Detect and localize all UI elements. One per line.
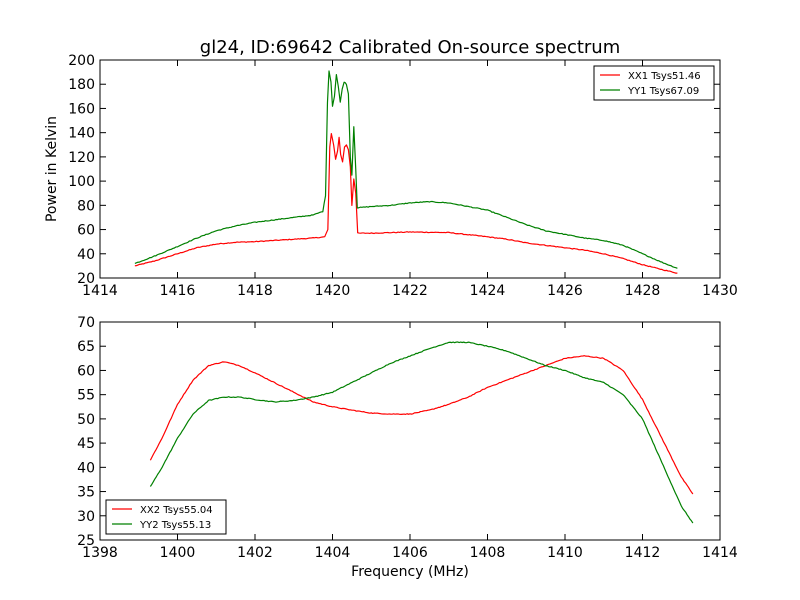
top-y-tick-label: 80 [77,198,95,214]
bottom-x-tick-label: 1398 [82,545,118,561]
top-x-tick-label: 1414 [82,283,118,299]
top-x-tick-label: 1420 [315,283,351,299]
top-x-tick-label: 1422 [392,283,428,299]
bottom-y-tick-label: 35 [77,485,95,501]
bottom-series-line-2 [149,341,694,524]
bottom-y-tick-label: 40 [77,460,95,476]
top-y-tick-label: 180 [68,77,95,93]
bottom-y-tick-label: 70 [77,315,95,331]
top-x-tick-label: 1424 [470,283,506,299]
top-y-tick-label: 140 [68,126,95,142]
bottom-axis-ticks: 1398 1400 1402 1404 1406 1408 1410 1412 1414 25 30… [77,315,738,561]
top-x-tick-label: 1416 [160,283,196,299]
x-axis-label: Frequency (MHz) [351,564,469,580]
top-x-tick-label: 1428 [625,283,661,299]
top-y-tick-label: 160 [68,101,95,117]
bottom-y-tick-label: 55 [77,388,95,404]
bottom-x-tick-label: 1410 [547,545,583,561]
bottom-legend-label-2: YY2 Tsys55.13 [139,520,211,531]
top-series-lines [134,70,678,274]
bottom-y-tick-label: 50 [77,412,95,428]
top-legend: XX1 Tsys51.46 YY1 Tsys67.09 [593,65,715,101]
top-legend-label-1: XX1 Tsys51.46 [628,71,701,82]
bottom-series-lines [149,341,694,524]
bottom-y-tick-label: 60 [77,363,95,379]
bottom-x-tick-label: 1412 [625,545,661,561]
top-y-tick-label: 120 [68,150,95,166]
top-y-tick-label: 20 [77,271,95,287]
top-x-tick-label: 1418 [237,283,273,299]
top-x-tick-label: 1430 [702,283,738,299]
top-y-tick-label: 60 [77,223,95,239]
bottom-x-tick-label: 1406 [392,545,428,561]
figure-title: gl24, ID:69642 Calibrated On-source spec… [200,37,620,58]
bottom-y-tick-label: 65 [77,339,95,355]
top-y-tick-label: 200 [68,53,95,69]
bottom-y-tick-label: 30 [77,509,95,525]
top-series-line-1 [134,132,678,274]
bottom-legend: XX2 Tsys55.04 YY2 Tsys55.13 [105,499,227,535]
top-panel: 1414 1416 1418 1420 1422 1424 1426 1428 1430 20 40… [44,53,738,299]
top-legend-box [593,65,715,101]
bottom-x-tick-label: 1408 [470,545,506,561]
bottom-panel: 1398 1400 1402 1404 1406 1408 1410 1412 1414 25 30… [77,315,738,561]
top-series-line-2 [134,70,678,269]
top-axis-ticks: 1414 1416 1418 1420 1422 1424 1426 1428 1430 20 40… [68,53,738,299]
top-legend-label-2: YY1 Tsys67.09 [627,86,699,97]
top-y-tick-label: 100 [68,174,95,190]
bottom-legend-label-1: XX2 Tsys55.04 [140,505,213,516]
top-y-axis-label: Power in Kelvin [44,116,60,222]
bottom-x-tick-label: 1414 [702,545,738,561]
bottom-x-tick-label: 1400 [160,545,196,561]
top-x-tick-label: 1426 [547,283,583,299]
bottom-y-tick-label: 45 [77,436,95,452]
bottom-x-tick-label: 1402 [237,545,273,561]
bottom-legend-box [105,499,227,535]
bottom-x-tick-label: 1404 [315,545,351,561]
bottom-y-tick-label: 25 [77,533,95,549]
bottom-series-line-1 [149,355,694,495]
top-y-tick-label: 40 [77,247,95,263]
